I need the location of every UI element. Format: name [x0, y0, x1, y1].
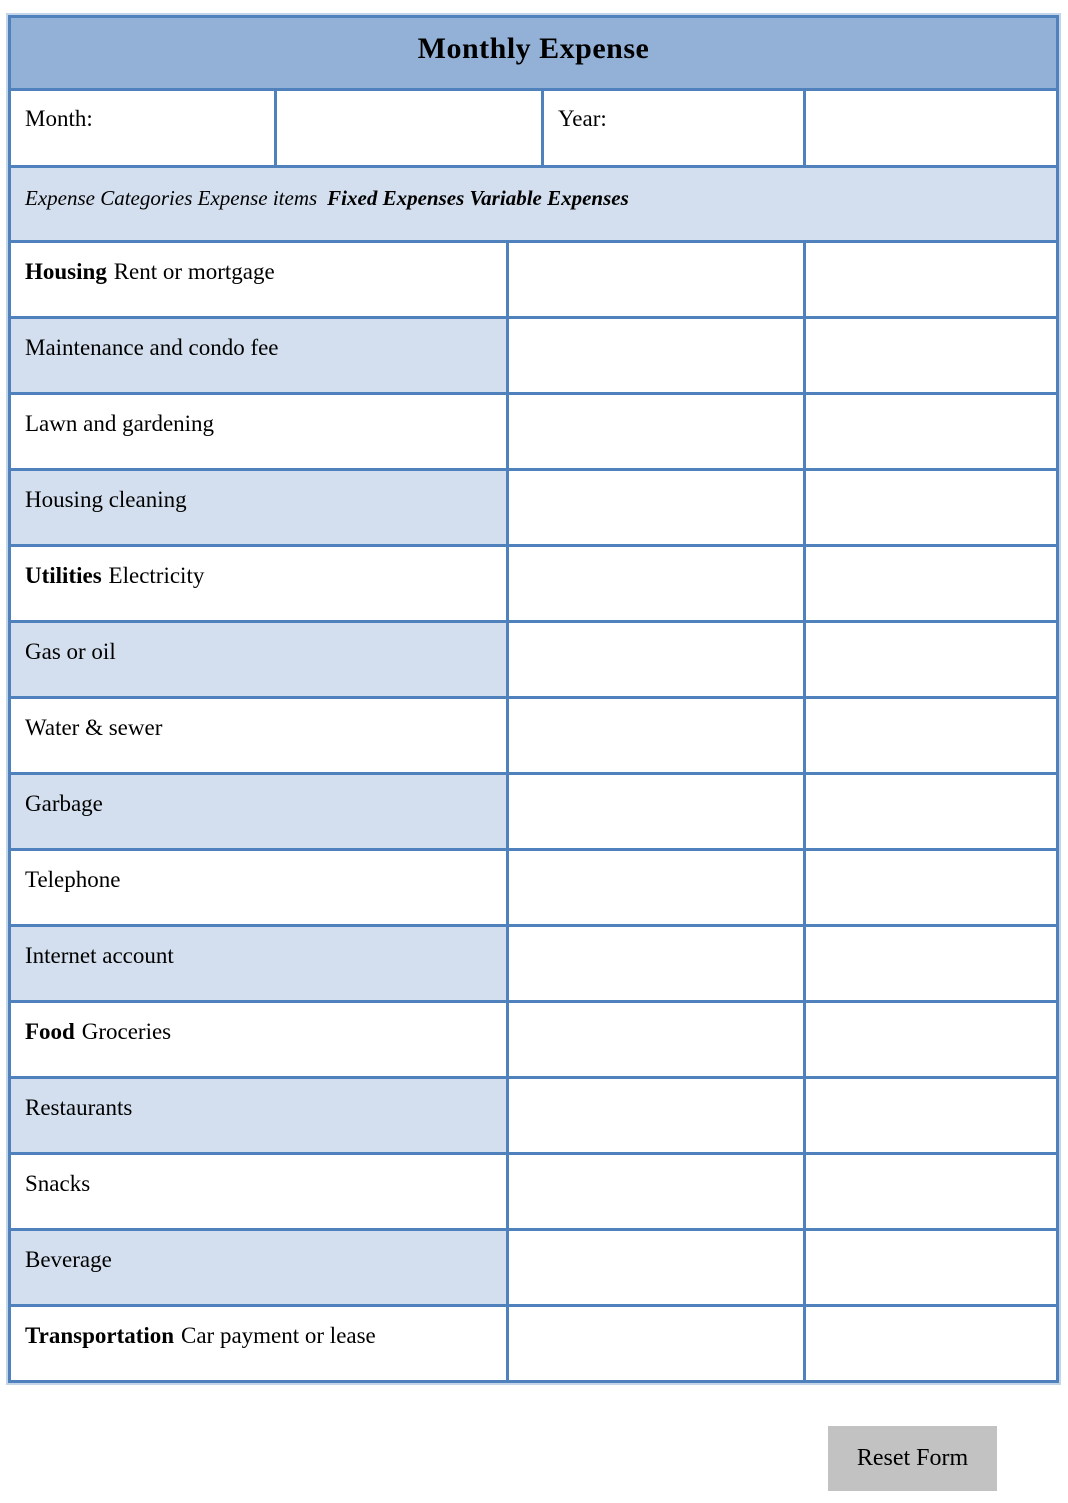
fixed-expense-cell[interactable]: [506, 1304, 806, 1383]
expense-item-label: Housing cleaning: [25, 487, 187, 512]
expense-row: Water & sewer: [8, 696, 1060, 775]
fixed-expense-cell[interactable]: [506, 696, 806, 775]
expense-category-label: Transportation: [25, 1323, 175, 1348]
variable-expense-cell[interactable]: [802, 1076, 1060, 1155]
fixed-expense-cell[interactable]: [506, 1228, 806, 1307]
variable-expense-cell[interactable]: [802, 1228, 1060, 1307]
fixed-expense-cell[interactable]: [506, 544, 806, 623]
expense-table-head: Monthly Expense Month: Year: Expense Cat…: [7, 15, 1060, 243]
expense-label-cell: Gas or oil: [8, 620, 509, 699]
expense-row: Utilities Electricity: [8, 544, 1060, 623]
expense-row: Snacks: [8, 1152, 1060, 1231]
expense-row: Telephone: [8, 848, 1060, 927]
expense-label-cell: Restaurants: [8, 1076, 509, 1155]
variable-expense-cell[interactable]: [802, 1000, 1060, 1079]
expense-table-body: Housing Rent or mortgage Maintenance and …: [8, 240, 1060, 1383]
expense-item-label: Snacks: [25, 1171, 91, 1196]
expense-row: Gas or oil: [8, 620, 1060, 699]
variable-expense-cell[interactable]: [802, 924, 1060, 1003]
expense-category-label: Utilities: [25, 563, 102, 588]
expense-item-label: Garbage: [25, 791, 103, 816]
fixed-expense-cell[interactable]: [506, 620, 806, 699]
reset-form-button[interactable]: Reset Form: [828, 1426, 997, 1491]
expense-label-cell: Beverage: [8, 1228, 509, 1307]
expense-item-label: Water & sewer: [25, 715, 163, 740]
fixed-expense-cell[interactable]: [506, 1152, 806, 1231]
expense-row: Food Groceries: [8, 1000, 1060, 1079]
columns-header-plain: Expense Categories Expense items: [25, 186, 318, 210]
variable-expense-cell[interactable]: [802, 240, 1060, 319]
fixed-expense-cell[interactable]: [506, 1000, 806, 1079]
expense-item-label: Lawn and gardening: [25, 411, 215, 436]
expense-category-label: Housing: [25, 259, 107, 284]
fixed-expense-cell[interactable]: [506, 392, 806, 471]
expense-item-label: Maintenance and condo fee: [25, 335, 279, 360]
expense-label-cell: Maintenance and condo fee: [8, 316, 509, 395]
fixed-expense-cell[interactable]: [506, 848, 806, 927]
expense-label-cell: Housing cleaning: [8, 468, 509, 547]
expense-category-label: Food: [25, 1019, 75, 1044]
expense-row: Internet account: [8, 924, 1060, 1003]
expense-item-label: Internet account: [25, 943, 174, 968]
expense-row: Lawn and gardening: [8, 392, 1060, 471]
expense-item-label: Car payment or lease: [180, 1323, 376, 1348]
fixed-expense-cell[interactable]: [506, 924, 806, 1003]
expense-item-label: Telephone: [25, 867, 121, 892]
expense-item-label: Gas or oil: [25, 639, 116, 664]
expense-label-cell: Internet account: [8, 924, 509, 1003]
expense-label-cell: Telephone: [8, 848, 509, 927]
expense-label-cell: Snacks: [8, 1152, 509, 1231]
expense-row: Maintenance and condo fee: [8, 316, 1060, 395]
expense-label-cell: Food Groceries: [8, 1000, 509, 1079]
variable-expense-cell[interactable]: [802, 544, 1060, 623]
fixed-expense-cell[interactable]: [506, 240, 806, 319]
expense-item-label: Groceries: [81, 1019, 172, 1044]
variable-expense-cell[interactable]: [802, 696, 1060, 775]
columns-header-cell: Expense Categories Expense items Fixed Ex…: [7, 165, 1060, 243]
month-year-row: Month: Year:: [8, 88, 1060, 168]
variable-expense-cell[interactable]: [802, 468, 1060, 547]
expense-label-cell: Housing Rent or mortgage: [8, 240, 509, 319]
expense-label-cell: Water & sewer: [8, 696, 509, 775]
fixed-expense-cell[interactable]: [506, 1076, 806, 1155]
title-row: Monthly Expense: [7, 15, 1060, 91]
expense-row: Garbage: [8, 772, 1060, 851]
year-label: Year:: [541, 88, 806, 168]
expense-row: Housing Rent or mortgage: [8, 240, 1060, 319]
variable-expense-cell[interactable]: [802, 620, 1060, 699]
expense-row: Housing cleaning: [8, 468, 1060, 547]
fixed-expense-cell[interactable]: [506, 316, 806, 395]
expense-label-cell: Garbage: [8, 772, 509, 851]
form-title: Monthly Expense: [7, 15, 1060, 91]
expense-item-label: Rent or mortgage: [113, 259, 275, 284]
expense-item-label: Electricity: [108, 563, 205, 588]
expense-label-cell: Transportation Car payment or lease: [8, 1304, 509, 1383]
expense-row: Restaurants: [8, 1076, 1060, 1155]
expense-item-label: Restaurants: [25, 1095, 133, 1120]
expense-label-cell: Lawn and gardening: [8, 392, 509, 471]
month-input-cell[interactable]: [274, 88, 544, 168]
year-input-cell[interactable]: [802, 88, 1060, 168]
variable-expense-cell[interactable]: [802, 1152, 1060, 1231]
fixed-expense-cell[interactable]: [506, 772, 806, 851]
variable-expense-cell[interactable]: [802, 848, 1060, 927]
variable-expense-cell[interactable]: [802, 316, 1060, 395]
variable-expense-cell[interactable]: [802, 392, 1060, 471]
expense-item-label: Beverage: [25, 1247, 112, 1272]
variable-expense-cell[interactable]: [802, 772, 1060, 851]
columns-header-row: Expense Categories Expense items Fixed Ex…: [7, 165, 1060, 243]
expense-row: Beverage: [8, 1228, 1060, 1307]
fixed-expense-cell[interactable]: [506, 468, 806, 547]
monthly-expense-table: Monthly Expense Month: Year: Expense Cat…: [7, 15, 1060, 1383]
month-label: Month:: [8, 88, 277, 168]
expense-row: Transportation Car payment or lease: [8, 1304, 1060, 1383]
expense-label-cell: Utilities Electricity: [8, 544, 509, 623]
columns-header-bold: Fixed Expenses Variable Expenses: [327, 186, 629, 210]
variable-expense-cell[interactable]: [802, 1304, 1060, 1383]
